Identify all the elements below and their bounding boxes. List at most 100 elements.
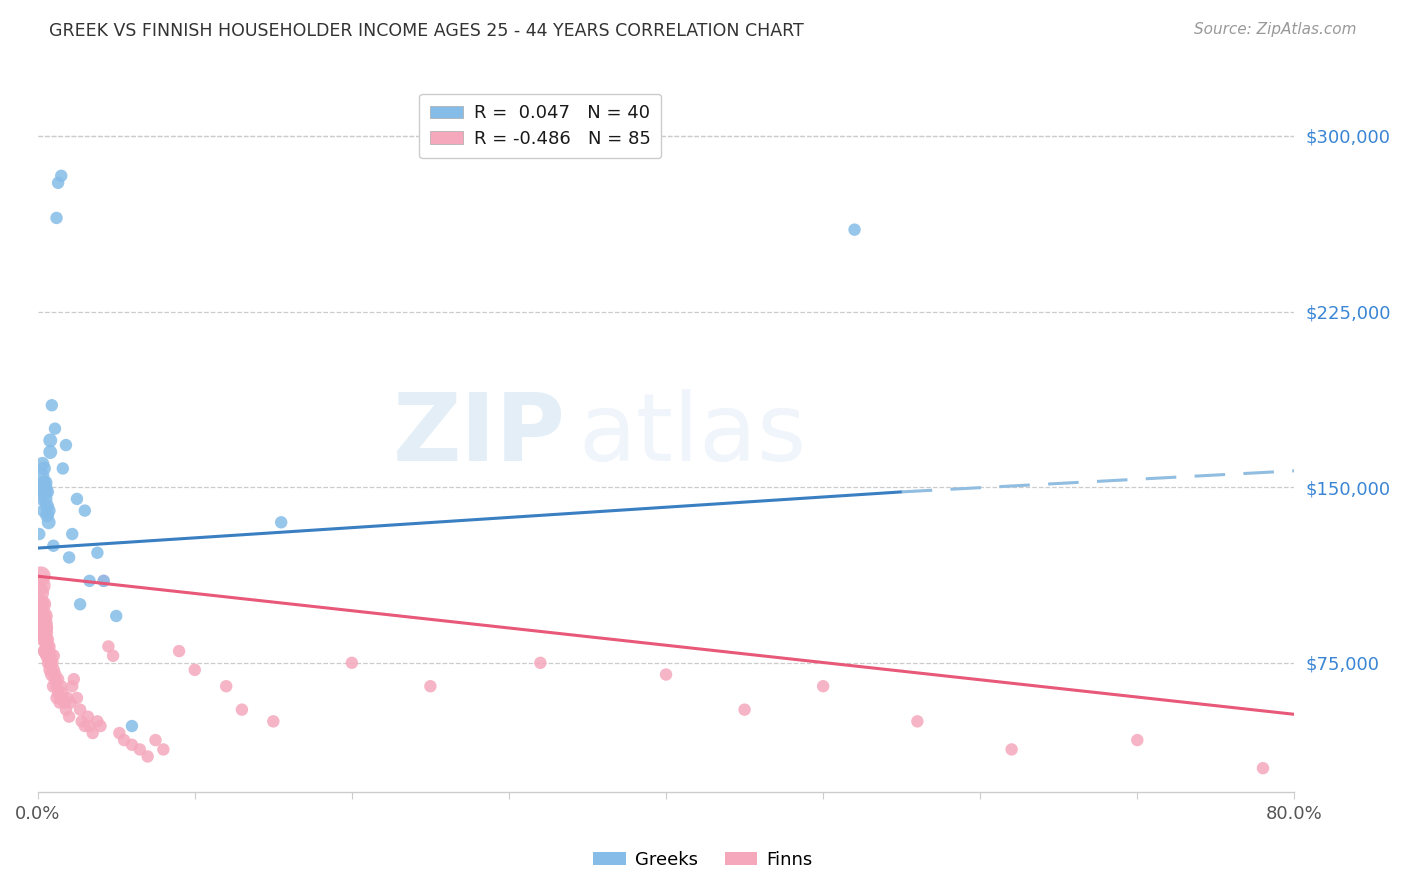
Point xyxy=(270,516,292,530)
Point xyxy=(101,648,124,663)
Point xyxy=(55,703,77,717)
Point xyxy=(152,742,174,756)
Point xyxy=(32,461,55,475)
Point xyxy=(39,434,62,448)
Point xyxy=(34,484,56,499)
Point xyxy=(89,719,111,733)
Point xyxy=(44,672,66,686)
Point xyxy=(66,690,89,705)
Point xyxy=(340,656,363,670)
Point xyxy=(58,550,80,565)
Point xyxy=(34,644,56,658)
Point xyxy=(811,679,834,693)
Point xyxy=(69,703,91,717)
Point xyxy=(52,686,75,700)
Point xyxy=(86,546,108,560)
Point xyxy=(73,503,96,517)
Point xyxy=(37,632,59,647)
Point xyxy=(905,714,928,729)
Point xyxy=(66,491,89,506)
Point xyxy=(32,615,55,630)
Point xyxy=(38,640,60,654)
Point xyxy=(38,503,60,517)
Point xyxy=(56,690,79,705)
Point xyxy=(231,703,253,717)
Point xyxy=(105,609,128,624)
Point xyxy=(45,679,67,693)
Point xyxy=(32,609,55,624)
Point xyxy=(41,398,63,412)
Point xyxy=(37,499,59,513)
Point xyxy=(34,644,56,658)
Point xyxy=(34,480,56,494)
Point xyxy=(215,679,238,693)
Point xyxy=(34,632,56,647)
Point xyxy=(32,503,55,517)
Text: ZIP: ZIP xyxy=(392,389,565,481)
Point xyxy=(42,648,65,663)
Point xyxy=(73,719,96,733)
Point xyxy=(128,742,150,756)
Text: Source: ZipAtlas.com: Source: ZipAtlas.com xyxy=(1194,22,1357,37)
Point xyxy=(31,625,53,640)
Point xyxy=(30,597,52,611)
Point xyxy=(38,644,60,658)
Point xyxy=(60,527,83,541)
Point xyxy=(108,726,131,740)
Point xyxy=(44,667,66,681)
Point xyxy=(46,672,69,686)
Point xyxy=(262,714,284,729)
Point xyxy=(59,696,82,710)
Text: GREEK VS FINNISH HOUSEHOLDER INCOME AGES 25 - 44 YEARS CORRELATION CHART: GREEK VS FINNISH HOUSEHOLDER INCOME AGES… xyxy=(49,22,804,40)
Point xyxy=(32,632,55,647)
Point xyxy=(60,679,83,693)
Point xyxy=(39,445,62,459)
Point xyxy=(58,709,80,723)
Point xyxy=(28,585,51,599)
Point xyxy=(38,648,60,663)
Point xyxy=(145,733,167,747)
Point xyxy=(79,719,101,733)
Point xyxy=(121,719,143,733)
Point xyxy=(46,686,69,700)
Point xyxy=(42,679,65,693)
Point xyxy=(136,749,159,764)
Point xyxy=(77,709,100,723)
Point xyxy=(30,578,52,592)
Point xyxy=(31,468,53,483)
Point xyxy=(42,539,65,553)
Point xyxy=(44,422,66,436)
Point xyxy=(63,672,86,686)
Point xyxy=(167,644,190,658)
Point xyxy=(34,625,56,640)
Point xyxy=(45,211,67,225)
Point xyxy=(79,574,101,588)
Point xyxy=(1001,742,1024,756)
Point xyxy=(39,648,62,663)
Point xyxy=(34,491,56,506)
Point xyxy=(30,491,52,506)
Point xyxy=(93,574,115,588)
Point xyxy=(70,714,93,729)
Point xyxy=(51,679,73,693)
Legend: Greeks, Finns: Greeks, Finns xyxy=(586,844,820,876)
Point xyxy=(32,625,55,640)
Point xyxy=(48,696,70,710)
Point xyxy=(31,457,53,471)
Point xyxy=(39,656,62,670)
Point xyxy=(31,609,53,624)
Point xyxy=(1126,733,1149,747)
Point xyxy=(31,484,53,499)
Point xyxy=(30,480,52,494)
Point xyxy=(844,222,866,236)
Point xyxy=(52,461,75,475)
Point xyxy=(46,176,69,190)
Point xyxy=(112,733,135,747)
Point xyxy=(82,726,104,740)
Point xyxy=(51,169,73,183)
Point xyxy=(34,475,56,490)
Point xyxy=(31,597,53,611)
Point xyxy=(41,656,63,670)
Point xyxy=(419,679,441,693)
Point xyxy=(1251,761,1274,775)
